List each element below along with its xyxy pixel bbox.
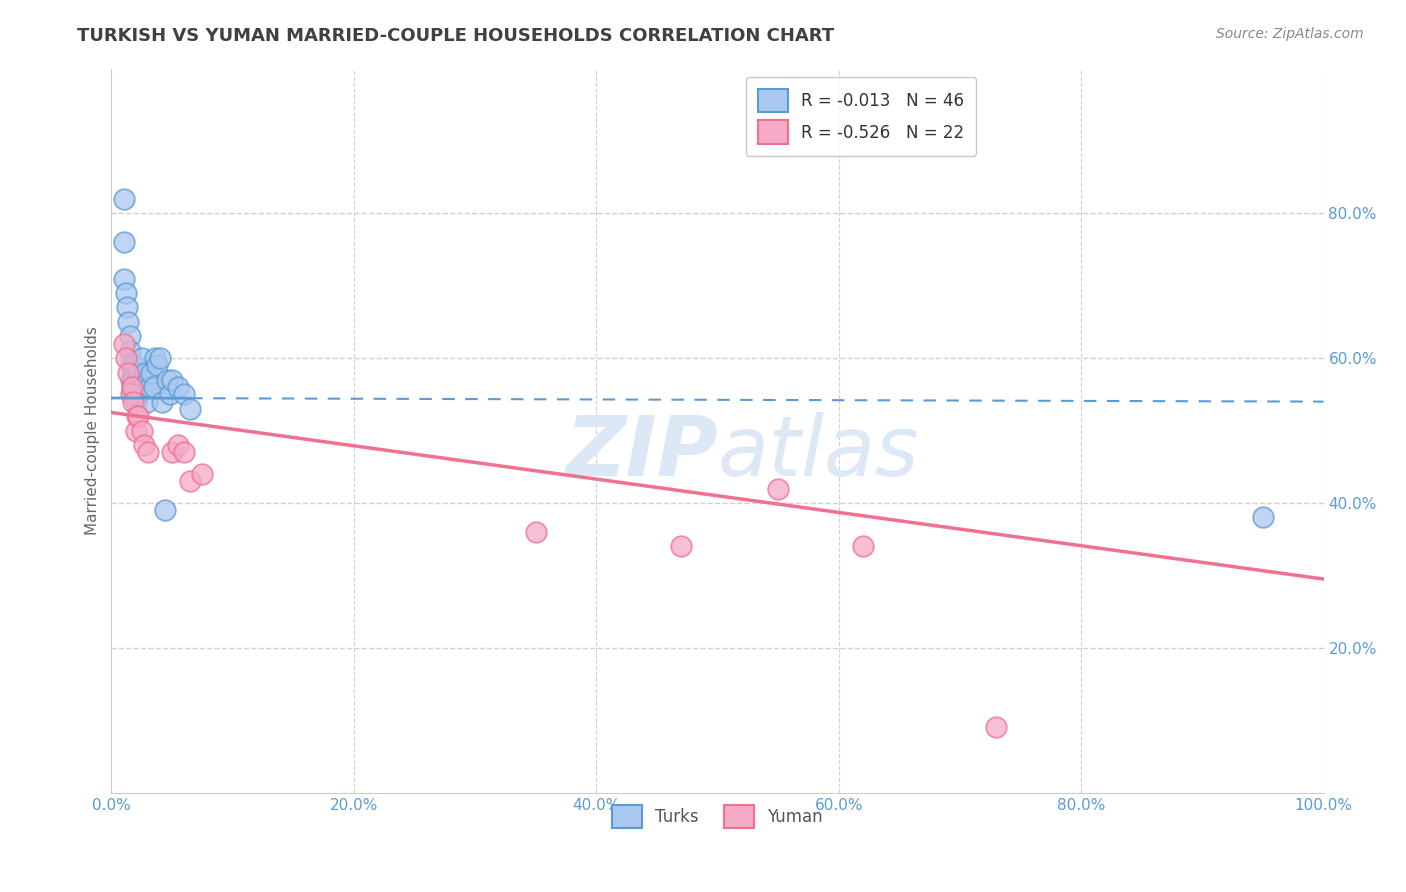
Point [117, 366, 139, 380]
Point [135, 394, 157, 409]
Y-axis label: Married-couple Households: Married-couple Households [86, 326, 100, 535]
Point [125, 387, 148, 401]
Point [117, 315, 139, 329]
Point [160, 445, 183, 459]
Point [112, 336, 135, 351]
Point [132, 373, 155, 387]
Point [159, 387, 181, 401]
Point [125, 373, 148, 387]
Point [179, 475, 201, 489]
Point [150, 394, 173, 409]
Point [115, 285, 138, 300]
Point [669, 540, 692, 554]
Point [524, 524, 547, 539]
Text: Source: ZipAtlas.com: Source: ZipAtlas.com [1216, 27, 1364, 41]
Text: ZIP: ZIP [565, 412, 717, 492]
Point [173, 387, 195, 401]
Point [124, 424, 146, 438]
Point [986, 721, 1008, 735]
Point [121, 380, 143, 394]
Point [127, 380, 149, 394]
Point [124, 380, 146, 394]
Point [120, 359, 142, 373]
Point [128, 366, 150, 380]
Point [127, 373, 149, 387]
Point [149, 351, 172, 366]
Point [141, 366, 163, 380]
Text: atlas: atlas [717, 412, 920, 492]
Point [156, 373, 179, 387]
Point [122, 366, 145, 380]
Point [136, 380, 159, 394]
Point [146, 359, 169, 373]
Point [179, 401, 201, 416]
Point [115, 301, 138, 315]
Point [167, 380, 190, 394]
Point [143, 351, 166, 366]
Point [139, 380, 162, 394]
Point [122, 394, 145, 409]
Point [124, 394, 146, 409]
Point [120, 373, 142, 387]
Point [120, 387, 142, 401]
Point [118, 329, 141, 343]
Point [112, 271, 135, 285]
Point [127, 409, 149, 423]
Point [1251, 510, 1274, 524]
Point [124, 359, 146, 373]
Point [142, 380, 165, 394]
Point [112, 192, 135, 206]
Point [115, 351, 138, 366]
Point [122, 373, 145, 387]
Point [153, 503, 176, 517]
Legend: Turks, Yuman: Turks, Yuman [606, 798, 830, 835]
Point [112, 235, 135, 250]
Point [118, 343, 141, 358]
Point [134, 438, 156, 452]
Point [191, 467, 214, 481]
Point [121, 380, 143, 394]
Point [167, 438, 190, 452]
Point [134, 380, 156, 394]
Point [131, 373, 153, 387]
Text: TURKISH VS YUMAN MARRIED-COUPLE HOUSEHOLDS CORRELATION CHART: TURKISH VS YUMAN MARRIED-COUPLE HOUSEHOL… [77, 27, 834, 45]
Point [131, 351, 153, 366]
Point [125, 409, 148, 423]
Point [852, 540, 875, 554]
Point [766, 482, 789, 496]
Point [121, 387, 143, 401]
Point [136, 445, 159, 459]
Point [134, 366, 156, 380]
Point [173, 445, 195, 459]
Point [138, 373, 160, 387]
Point [160, 373, 183, 387]
Point [124, 366, 146, 380]
Point [131, 424, 153, 438]
